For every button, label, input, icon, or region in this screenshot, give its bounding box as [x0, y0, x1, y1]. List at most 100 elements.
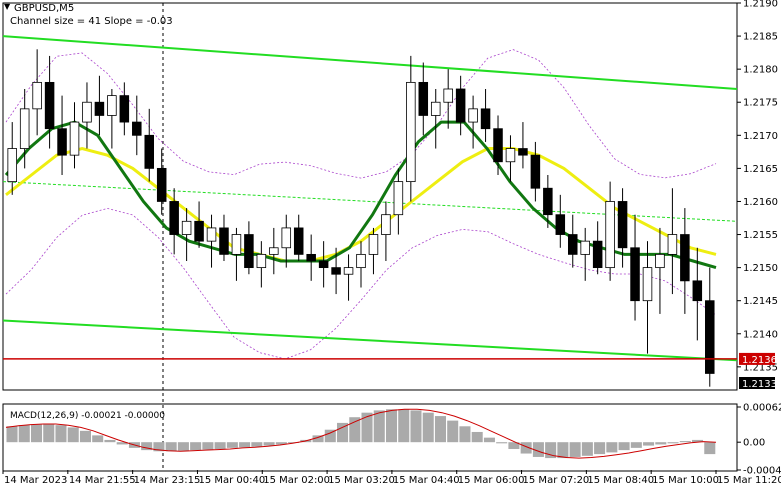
- candle: [281, 214, 292, 268]
- time-tick-label: 15 Mar 00:40: [198, 475, 265, 486]
- candle-body: [44, 81, 55, 130]
- candle: [219, 214, 229, 261]
- candle-body: [567, 234, 578, 255]
- candle: [94, 75, 105, 136]
- candle-body: [244, 234, 254, 269]
- candle-body: [468, 108, 478, 123]
- macd-histogram-bar: [239, 442, 251, 448]
- macd-histogram-bar: [288, 442, 300, 443]
- candle: [406, 55, 416, 202]
- candle: [206, 214, 217, 268]
- candle-body: [605, 201, 615, 269]
- candle-body: [617, 201, 628, 249]
- candle: [343, 254, 354, 301]
- candle-body: [7, 148, 17, 183]
- candle-body: [281, 227, 292, 249]
- candle-body: [642, 267, 653, 302]
- candle: [256, 241, 267, 288]
- candle-body: [705, 300, 715, 374]
- macd-histogram-bar: [55, 425, 67, 443]
- candle: [356, 241, 366, 288]
- candle-body: [530, 154, 541, 189]
- time-tick-label: 15 Mar 11:20: [717, 475, 781, 486]
- macd-histogram-bar: [434, 416, 446, 443]
- candle: [331, 247, 341, 295]
- candle-body: [580, 240, 590, 255]
- candle: [194, 201, 204, 248]
- macd-histogram-bar: [312, 435, 324, 443]
- macd-histogram-bar: [165, 442, 177, 452]
- candle-body: [231, 234, 242, 255]
- candle: [119, 82, 130, 136]
- candle-body: [293, 227, 304, 255]
- macd-histogram-bar: [177, 442, 189, 451]
- macd-histogram-bar: [630, 442, 642, 448]
- price-tick-label: 1.2175: [743, 98, 778, 109]
- candle: [107, 89, 117, 149]
- price-tick-label: 1.2155: [743, 230, 778, 241]
- macd-histogram-bar: [337, 422, 349, 443]
- time-tick-label: 14 Mar 21:55: [69, 475, 136, 486]
- candle-body: [169, 201, 179, 235]
- candle: [244, 221, 254, 275]
- candle: [7, 122, 17, 195]
- candle-body: [119, 95, 130, 123]
- candle-body: [132, 121, 142, 136]
- price-panel-frame: [2, 2, 738, 391]
- candle-body: [480, 108, 491, 130]
- macd-histogram-bar: [190, 442, 202, 451]
- candle-body: [667, 234, 678, 255]
- macd-histogram-bar: [508, 442, 520, 449]
- time-tick-label: 15 Mar 03:20: [328, 475, 395, 486]
- candle-body: [69, 121, 80, 156]
- time-tick-label: 15 Mar 10:00: [652, 475, 719, 486]
- candle-body: [518, 148, 528, 156]
- candle-body: [107, 95, 117, 116]
- macd-histogram-bar: [92, 435, 104, 443]
- candle: [82, 82, 92, 149]
- macd-histogram-bar: [471, 431, 483, 443]
- collapse-triangle-icon[interactable]: ▼: [4, 2, 11, 11]
- price-marker-level-text: 1.2136: [742, 355, 777, 366]
- macd-histogram-bar: [692, 439, 704, 443]
- candle: [368, 227, 379, 275]
- candle-body: [57, 128, 67, 156]
- candle-body: [82, 101, 92, 123]
- candle: [692, 247, 703, 341]
- candle-body: [393, 181, 404, 216]
- macd-histogram-bar: [569, 442, 581, 457]
- macd-histogram-bar: [67, 427, 79, 443]
- macd-histogram-bar: [606, 442, 618, 453]
- price-tick-label: 1.2150: [743, 263, 778, 274]
- candle-body: [306, 253, 316, 262]
- macd-label: MACD(12,26,9) -0.00021 -0.00000: [10, 411, 166, 421]
- candle-body: [655, 253, 665, 269]
- candle-body: [194, 220, 204, 242]
- channel-label: Channel size = 41 Slope = -0.03: [10, 16, 173, 27]
- macd-histogram-bar: [349, 417, 361, 443]
- macd-histogram-bar: [704, 442, 716, 455]
- candle: [543, 175, 553, 228]
- candle: [231, 227, 242, 281]
- candle: [642, 241, 653, 354]
- candle: [269, 227, 279, 275]
- macd-histogram-bar: [116, 442, 128, 445]
- candle-body: [381, 214, 391, 235]
- candle-body: [144, 134, 155, 169]
- time-tick-label: 14 Mar 2023: [4, 475, 67, 486]
- macd-histogram-bar: [79, 430, 91, 443]
- macd-histogram-bar: [214, 442, 226, 449]
- candle-body: [156, 167, 167, 202]
- candle: [530, 141, 541, 202]
- candle: [318, 241, 329, 288]
- macd-histogram-bar: [43, 424, 55, 443]
- candle: [493, 115, 503, 175]
- candle-body: [630, 247, 640, 302]
- candle: [57, 95, 67, 175]
- macd-histogram-bar: [202, 442, 214, 450]
- macd-histogram-bar: [459, 426, 471, 443]
- macd-histogram-bar: [153, 442, 165, 452]
- price-marker-current: [739, 377, 775, 389]
- candle-body: [269, 247, 279, 255]
- candle-body: [256, 253, 267, 269]
